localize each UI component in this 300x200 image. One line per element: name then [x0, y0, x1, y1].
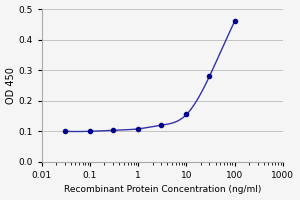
Y-axis label: OD 450: OD 450: [6, 67, 16, 104]
X-axis label: Recombinant Protein Concentration (ng/ml): Recombinant Protein Concentration (ng/ml…: [64, 185, 261, 194]
